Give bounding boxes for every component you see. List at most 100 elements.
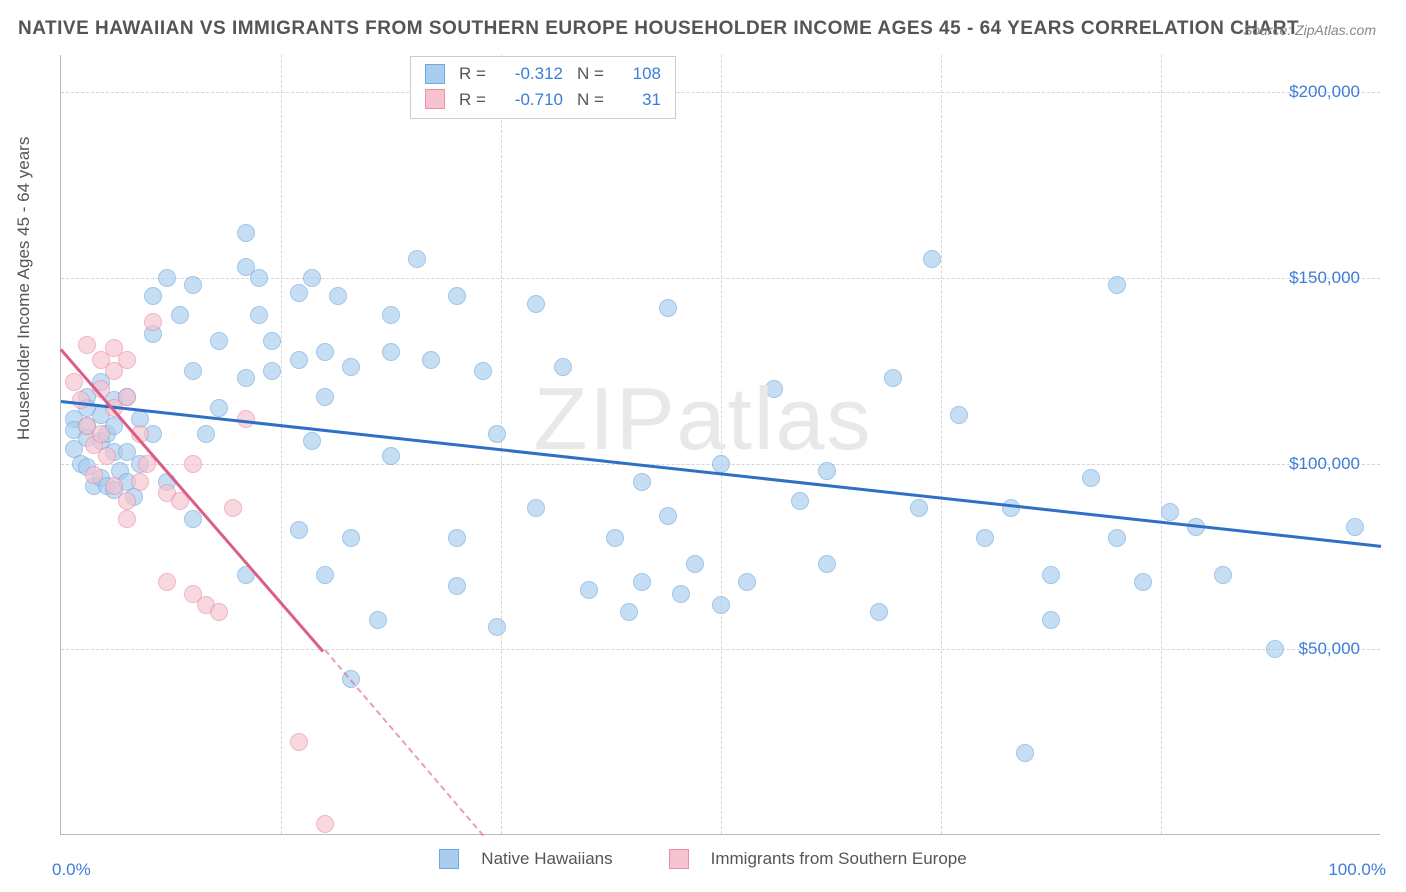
legend-r-value: -0.312 [503,61,563,87]
data-point [488,425,506,443]
data-point [144,313,162,331]
data-point [488,618,506,636]
data-point [633,573,651,591]
data-point [1108,276,1126,294]
data-point [382,306,400,324]
data-point [620,603,638,621]
legend-row: R = -0.710 N = 31 [425,87,661,113]
data-point [144,287,162,305]
data-point [422,351,440,369]
trend-line [60,349,324,653]
data-point [171,306,189,324]
chart-title: NATIVE HAWAIIAN VS IMMIGRANTS FROM SOUTH… [18,18,1299,40]
data-point [1161,503,1179,521]
x-tick-min: 0.0% [52,860,91,880]
data-point [158,573,176,591]
data-point [224,499,242,517]
gridline-vertical [941,55,942,834]
source-label: Source: ZipAtlas.com [1243,22,1376,38]
data-point [184,276,202,294]
data-point [606,529,624,547]
data-point [250,306,268,324]
data-point [659,507,677,525]
data-point [633,473,651,491]
data-point [210,603,228,621]
data-point [738,573,756,591]
data-point [263,332,281,350]
legend-n-value: 31 [621,87,661,113]
legend-r-label: R = [459,87,489,113]
legend-correlation: R =-0.312N =108R = -0.710 N = 31 [410,56,676,119]
gridline-vertical [501,55,502,834]
data-point [290,521,308,539]
data-point [672,585,690,603]
data-point [1266,640,1284,658]
data-point [105,477,123,495]
data-point [448,529,466,547]
data-point [686,555,704,573]
data-point [1002,499,1020,517]
legend-swatch [425,64,445,84]
data-point [1214,566,1232,584]
data-point [923,250,941,268]
data-point [303,269,321,287]
y-axis-label: Householder Income Ages 45 - 64 years [14,137,34,440]
data-point [184,362,202,380]
gridline-vertical [1161,55,1162,834]
legend-swatch [439,849,459,869]
trend-line-dashed [324,650,484,837]
legend-swatch [425,89,445,109]
gridline-vertical [721,55,722,834]
legend-r-value: -0.710 [503,87,563,113]
data-point [382,447,400,465]
data-point [527,499,545,517]
data-point [210,399,228,417]
data-point [1042,566,1060,584]
data-point [316,343,334,361]
legend-n-label: N = [577,87,607,113]
y-tick-label: $50,000 [1299,639,1360,659]
data-point [1082,469,1100,487]
data-point [78,336,96,354]
data-point [131,473,149,491]
data-point [118,492,136,510]
data-point [474,362,492,380]
data-point [712,455,730,473]
y-tick-label: $100,000 [1289,454,1360,474]
data-point [237,369,255,387]
data-point [316,815,334,833]
legend-row: R =-0.312N =108 [425,61,661,87]
data-point [1108,529,1126,547]
data-point [369,611,387,629]
data-point [290,284,308,302]
data-point [910,499,928,517]
data-point [184,455,202,473]
legend-swatch [669,849,689,869]
data-point [791,492,809,510]
data-point [818,555,836,573]
data-point [210,332,228,350]
data-point [316,388,334,406]
data-point [316,566,334,584]
legend-series: Native HawaiiansImmigrants from Southern… [0,849,1406,874]
data-point [118,351,136,369]
plot-area: $50,000$100,000$150,000$200,000 [60,55,1380,835]
data-point [1346,518,1364,536]
data-point [818,462,836,480]
data-point [85,466,103,484]
data-point [303,432,321,450]
data-point [382,343,400,361]
data-point [342,529,360,547]
data-point [65,373,83,391]
data-point [118,388,136,406]
data-point [98,447,116,465]
data-point [765,380,783,398]
data-point [329,287,347,305]
data-point [448,287,466,305]
data-point [659,299,677,317]
data-point [263,362,281,380]
data-point [712,596,730,614]
data-point [290,733,308,751]
data-point [448,577,466,595]
data-point [1016,744,1034,762]
